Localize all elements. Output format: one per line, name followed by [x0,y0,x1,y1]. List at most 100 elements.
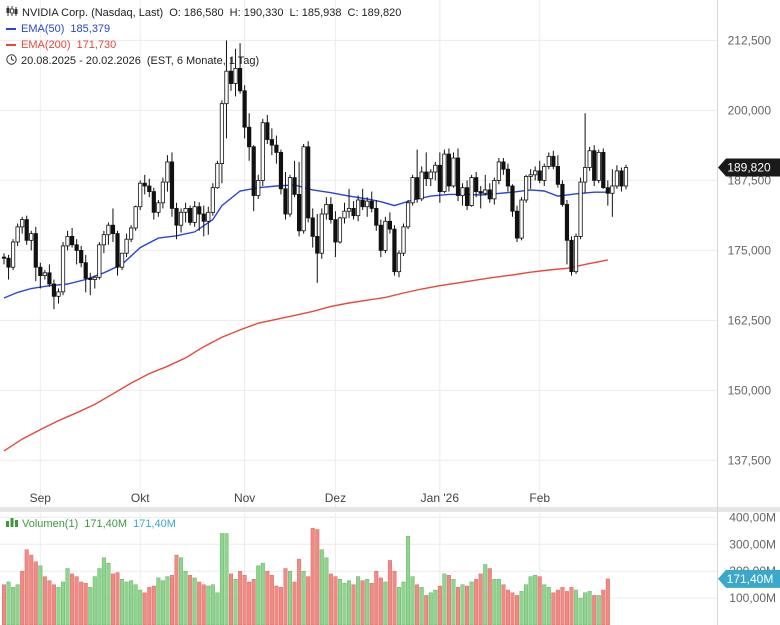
candle-body-up [60,245,66,293]
candle-body-down [70,235,75,246]
pane-separator[interactable] [0,509,780,512]
candle-body-up [256,179,261,196]
volume-bar [156,577,161,625]
candle-body-up [546,155,551,167]
candle [129,225,134,242]
candle-body-down [142,182,147,187]
candle-body-down [228,70,234,84]
candle-body-up [97,244,102,278]
clock-icon [6,54,17,69]
candle-body-up [119,252,125,268]
candle-body-down [415,177,420,200]
candle-body-up [215,163,220,189]
candle [587,146,592,171]
last-price-value: 189,820 [727,161,771,175]
candle-body-up [496,161,501,181]
candle [228,57,234,91]
volume-bar [42,576,47,625]
time-tick-label: Nov [234,491,255,505]
price-tick-label: 150,000 [728,383,772,397]
candle-body-up [573,235,579,273]
candle [601,148,606,189]
candle-body-up [614,170,620,187]
legend-ema200[interactable]: EMA(200) 171,730 [6,38,122,52]
candle [160,177,165,209]
candle [451,152,456,188]
ema200-value: 171,730 [76,39,117,51]
volume-bar [169,575,174,625]
candle [496,158,501,185]
candle [233,48,238,97]
price-tick-label: 200,000 [728,103,772,117]
volume-bar [165,576,170,625]
candle [528,169,533,189]
candle [460,183,465,206]
candle-body-up [192,206,197,223]
candle [378,219,383,258]
candle [437,152,442,203]
candle-body-down [333,219,338,243]
candle [174,202,179,240]
volume-bar [192,577,197,625]
candle [424,152,429,186]
candle [6,254,11,280]
candle [60,242,66,296]
candle-body-down [478,191,483,194]
candle [260,118,265,186]
candle-body-down [537,170,542,181]
volume-bar [283,568,288,625]
volume-bar [151,585,156,625]
candle [119,252,125,270]
time-tick-label: Dez [325,491,346,505]
candle [596,149,601,184]
candle-body-down [387,220,393,230]
candle-body-down [274,144,279,153]
candle-body-down [474,177,479,193]
candle-body-up [319,213,324,254]
candle [415,149,420,203]
volume-bar [596,595,601,625]
volume-bar [551,592,556,625]
candle [369,191,374,213]
volume-bar [396,587,401,625]
candle-body-down [592,150,597,181]
price-tick-label: 137,500 [728,453,772,467]
candle [287,174,293,217]
candle-body-down [315,235,320,254]
candle-body-up [587,150,592,168]
candle-body-down [505,168,511,187]
candle [396,250,402,278]
candle [274,135,279,164]
candle [310,208,315,248]
candle-body-down [555,165,560,185]
candle-body-down [374,207,379,226]
volume-bar [560,587,565,625]
volume-bar [474,579,479,625]
candle [478,186,483,209]
candle [74,239,79,265]
volume-bar [92,576,97,625]
price-tick-label: 162,500 [728,313,772,327]
candle [501,158,506,175]
candle [251,145,256,212]
volume-bar [297,558,302,625]
candle-body-up [219,103,225,164]
legend-ema50[interactable]: EMA(50) 185,379 [6,22,116,36]
candle [265,114,270,144]
candle-body-down [265,122,270,140]
legend-ohlc: NVIDIA Corp. (Nasdaq, Last) O: 186,580 H: … [6,6,407,20]
volume-bar [251,579,256,625]
volume-bar [274,585,279,625]
volume-bar [519,591,524,625]
volume-bar [478,573,483,625]
candle [51,279,57,310]
candle [178,208,184,233]
candle-body-up [160,181,165,204]
candle-body-down [310,217,315,237]
instrument-title: NVIDIA Corp. (Nasdaq, Last) [22,7,164,19]
candle [101,230,106,254]
candle [183,202,188,223]
volume-bar [510,592,515,625]
candle-body-up [401,226,406,254]
